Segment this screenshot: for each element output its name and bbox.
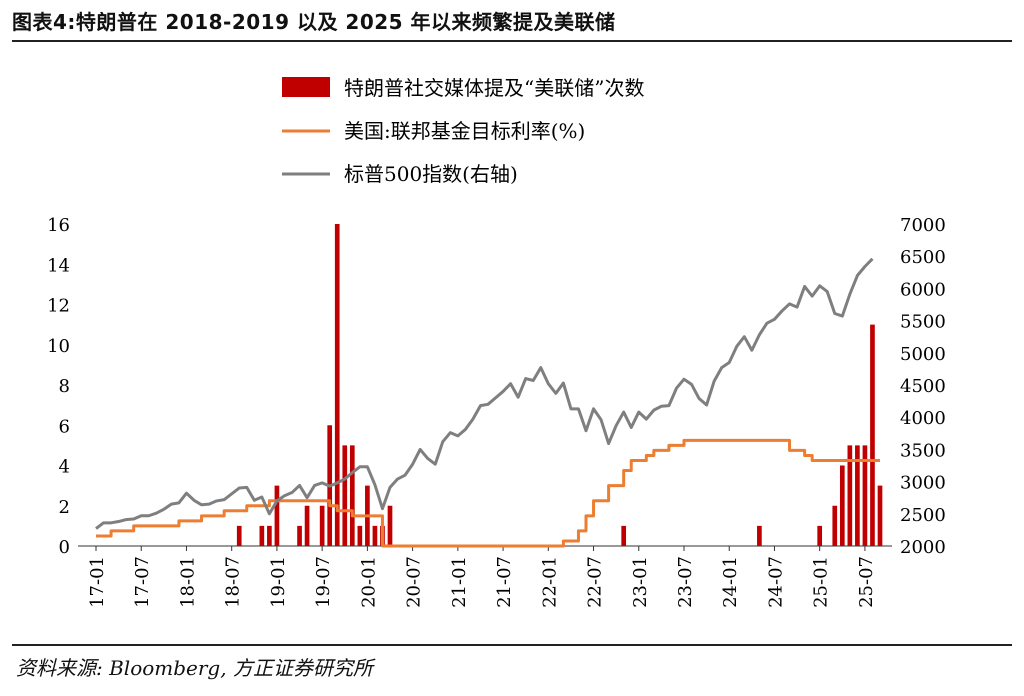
x-tick-label: 25-01	[811, 556, 832, 608]
legend-label-fed-rate: 美国:联邦基金目标利率(%)	[344, 119, 585, 143]
bar-mentions-19-05	[304, 505, 310, 546]
bar-mentions-19-01	[274, 485, 280, 546]
x-tick-label: 20-07	[404, 556, 425, 608]
axes: 0 2 4 6 8 10 12 14 16 2000 2500 3000 3500 4000 4500 500…	[47, 215, 946, 608]
y-right-tick-label: 7000	[900, 215, 946, 236]
source-note: 资料来源: Bloomberg, 方正证券研究所	[16, 656, 373, 680]
y-right-tick-label: 6000	[900, 279, 946, 300]
y-left-tick-label: 12	[47, 296, 70, 317]
bar-mentions-25-01	[817, 525, 823, 546]
footer-rule	[12, 644, 1012, 646]
x-tick-label: 19-07	[313, 556, 334, 608]
bar-mentions-25-03	[832, 505, 838, 546]
bar-mentions-25-09	[877, 485, 883, 546]
y-right-tick-label: 4000	[900, 408, 946, 429]
bar-mentions-25-08	[870, 324, 875, 546]
chart: 特朗普社交媒体提及“美联储”次数 美国:联邦基金目标利率(%) 标普500指数(…	[47, 76, 946, 608]
y-left-tick-label: 8	[59, 376, 70, 397]
x-tick-label: 19-01	[268, 556, 289, 608]
x-tick-label: 22-01	[539, 556, 560, 608]
bar-mentions-20-04	[387, 505, 393, 546]
bar-mentions-19-07	[319, 505, 325, 546]
x-tick-label: 17-01	[87, 556, 108, 608]
bar-mentions-20-02	[372, 525, 378, 546]
y-right-tick-label: 2500	[900, 505, 946, 526]
x-tick-label: 23-01	[630, 556, 651, 608]
y-right-tick-label: 3000	[900, 473, 946, 494]
y-right-tick-label: 2000	[900, 537, 946, 558]
bar-mentions-25-05	[847, 445, 853, 546]
y-right-tick-label: 5000	[900, 344, 946, 365]
bar-mentions-18-11	[259, 525, 265, 546]
bar-mentions-19-09	[334, 224, 340, 546]
y-right-tick-label: 6500	[900, 247, 946, 268]
legend-label-mentions: 特朗普社交媒体提及“美联储”次数	[344, 76, 644, 100]
y-left-tick-label: 4	[59, 457, 70, 478]
legend-swatch-mentions	[282, 77, 330, 97]
y-left-tick-label: 10	[47, 336, 70, 357]
bar-mentions-18-12	[267, 525, 272, 546]
y-left-tick-label: 2	[59, 497, 70, 518]
bar-mentions-19-10	[342, 445, 348, 546]
x-tick-label: 17-07	[132, 556, 153, 608]
figure-title: 图表4:特朗普在 2018-2019 以及 2025 年以来频繁提及美联储	[12, 10, 616, 34]
x-tick-label: 21-07	[494, 556, 515, 608]
bar-mentions-25-06	[855, 445, 860, 546]
bar-mentions-24-05	[757, 525, 762, 546]
bar-mentions-22-11	[621, 525, 627, 546]
x-tick-label: 18-07	[223, 556, 244, 608]
y-right-tick-label: 5500	[900, 312, 946, 333]
legend-label-sp500: 标普500指数(右轴)	[344, 162, 518, 186]
x-tick-label: 22-07	[585, 556, 606, 608]
bar-mentions-19-11	[349, 445, 355, 546]
line-series	[95, 257, 880, 548]
x-tick-label: 23-07	[675, 556, 696, 608]
bar-series	[236, 224, 883, 546]
x-tick-label: 25-07	[856, 556, 877, 608]
x-tick-label: 18-01	[177, 556, 198, 608]
bar-mentions-25-07	[862, 445, 868, 546]
title-rule	[12, 40, 1012, 42]
legend: 特朗普社交媒体提及“美联储”次数 美国:联邦基金目标利率(%) 标普500指数(…	[282, 76, 644, 186]
y-right-tick-label: 4500	[900, 376, 946, 397]
y-left-tick-label: 16	[47, 215, 70, 236]
y-left-tick-label: 6	[59, 416, 70, 437]
y-right-tick-label: 3500	[900, 440, 946, 461]
x-tick-label: 20-01	[358, 556, 379, 608]
x-tick-label: 24-01	[720, 556, 741, 608]
line-sp500	[95, 257, 874, 530]
y-left-tick-label: 14	[47, 255, 70, 276]
bar-mentions-18-08	[236, 525, 242, 546]
y-left-tick-label: 0	[59, 537, 70, 558]
x-tick-label: 21-01	[449, 556, 470, 608]
bar-mentions-19-12	[357, 525, 363, 546]
x-tick-label: 24-07	[765, 556, 786, 608]
bar-mentions-19-04	[297, 525, 302, 546]
line-fed-rate	[96, 438, 880, 548]
bar-mentions-25-04	[839, 465, 845, 546]
